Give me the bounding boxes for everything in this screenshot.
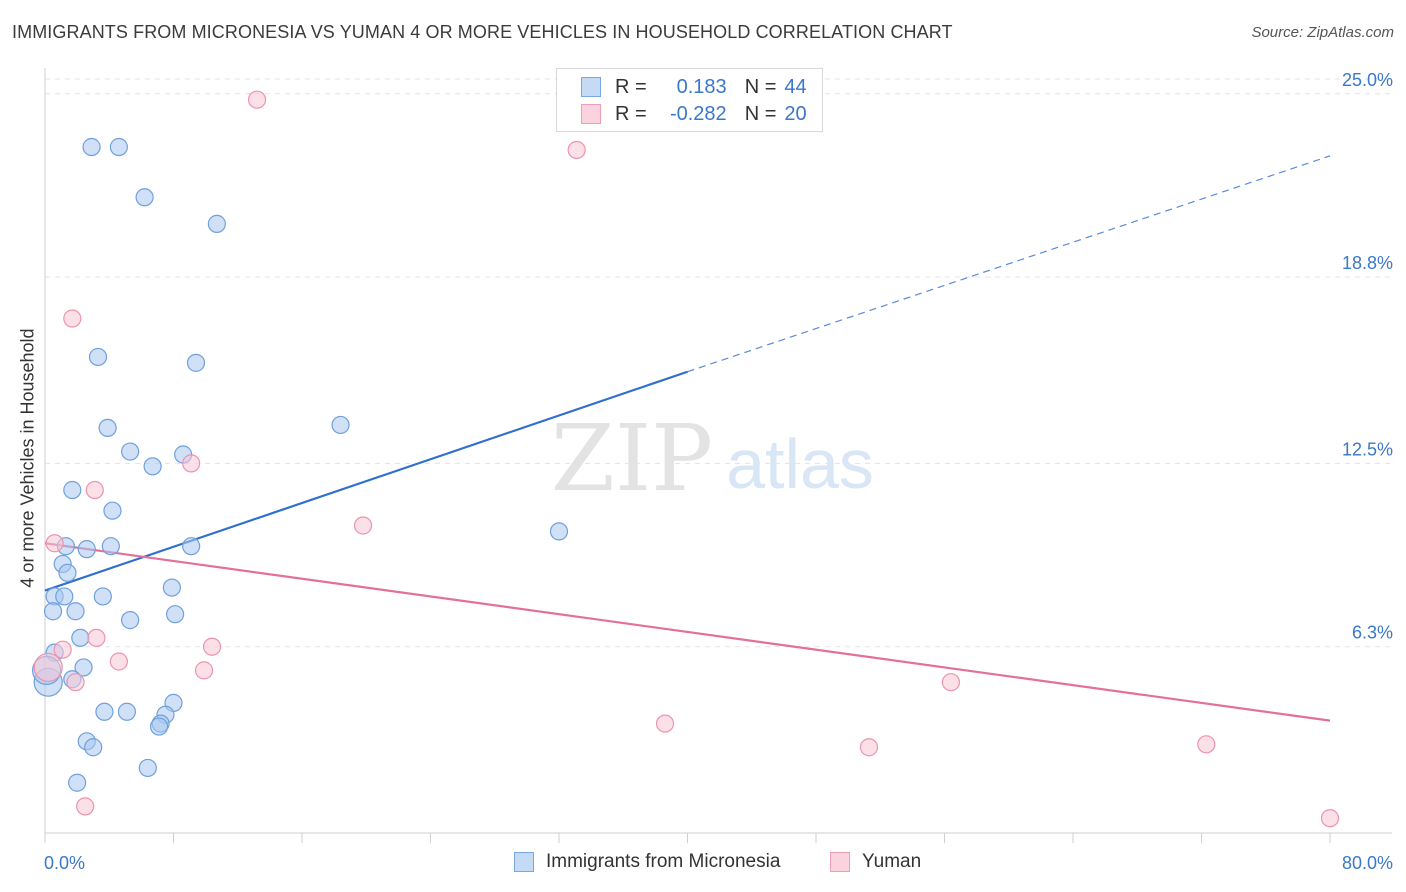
bottom-legend-label-micronesia: Immigrants from Micronesia: [546, 851, 781, 872]
bottom-legend-label-yuman: Yuman: [862, 851, 922, 872]
point-yuman: [85, 480, 104, 500]
bottom-legend-swatch-micronesia: [514, 852, 534, 872]
watermark-zip: ZIP: [551, 405, 713, 512]
legend-r-value: -0.282: [669, 102, 727, 125]
point-immigrants-from-micronesia: [84, 738, 103, 757]
point-immigrants-from-micronesia: [88, 347, 108, 367]
point-yuman: [655, 714, 675, 733]
point-immigrants-from-micronesia: [109, 137, 128, 157]
point-immigrants-from-micronesia: [207, 214, 226, 233]
point-immigrants-from-micronesia: [121, 442, 140, 461]
point-immigrants-from-micronesia: [182, 537, 201, 556]
legend-row-yuman: R = -0.282 N = 20: [581, 101, 807, 127]
point-yuman: [353, 516, 373, 535]
bottom-legend-micronesia: Immigrants from Micronesia: [514, 851, 780, 873]
trendline: [44, 542, 1331, 722]
point-yuman: [941, 673, 961, 692]
legend-n-value: 20: [784, 102, 807, 125]
bottom-legend-yuman: Yuman: [830, 851, 921, 873]
point-yuman: [567, 140, 586, 160]
trendline-extension: [687, 155, 1331, 373]
chart-title: IMMIGRANTS FROM MICRONESIA VS YUMAN 4 OR…: [12, 22, 953, 42]
point-yuman: [63, 309, 82, 328]
trend-layer: [44, 155, 1331, 722]
point-immigrants-from-micronesia: [103, 501, 122, 520]
point-immigrants-from-micronesia: [58, 563, 77, 582]
axis-layer: [44, 68, 1392, 843]
point-immigrants-from-micronesia: [166, 605, 185, 624]
point-immigrants-from-micronesia: [66, 602, 85, 621]
point-immigrants-from-micronesia: [162, 578, 181, 597]
point-yuman: [87, 628, 106, 647]
point-immigrants-from-micronesia: [93, 587, 112, 606]
legend-r-label: R =: [615, 102, 647, 125]
point-yuman: [202, 637, 222, 656]
point-immigrants-from-micronesia: [74, 658, 93, 677]
legend-n-label: N =: [744, 102, 777, 125]
point-immigrants-from-micronesia: [121, 611, 140, 630]
legend-r-value: 0.183: [676, 75, 727, 98]
legend-row-micronesia: R = 0.183 N = 44: [581, 74, 807, 100]
legend-swatch-yuman: [581, 104, 601, 124]
point-immigrants-from-micronesia: [186, 353, 206, 372]
point-yuman: [859, 738, 879, 757]
point-yuman: [247, 90, 267, 109]
watermark-atlas: atlas: [726, 425, 874, 503]
point-immigrants-from-micronesia: [82, 137, 101, 157]
legend-n-label: N =: [744, 75, 777, 98]
point-immigrants-from-micronesia: [43, 602, 63, 621]
tick-label-layer: 6.3% 12.5% 18.8% 25.0% 0.0% 80.0%: [44, 70, 1393, 873]
point-immigrants-from-micronesia: [549, 522, 569, 541]
point-immigrants-from-micronesia: [149, 717, 169, 736]
point-immigrants-from-micronesia: [117, 702, 137, 721]
y-axis-label: 4 or more Vehicles in Household: [17, 328, 38, 588]
point-immigrants-from-micronesia: [68, 773, 87, 792]
point-yuman: [182, 454, 201, 473]
point-immigrants-from-micronesia: [77, 540, 96, 559]
x-tick-label: 80.0%: [1342, 853, 1393, 873]
point-immigrants-from-micronesia: [331, 415, 350, 435]
point-immigrants-from-micronesia: [143, 457, 162, 476]
y-tick-label: 12.5%: [1342, 439, 1393, 459]
point-yuman: [53, 640, 72, 659]
point-yuman: [1197, 735, 1216, 754]
y-tick-label: 18.8%: [1342, 253, 1393, 273]
point-yuman: [1320, 809, 1340, 828]
trendline: [44, 370, 688, 592]
point-yuman: [33, 652, 63, 683]
point-yuman: [66, 673, 85, 692]
point-immigrants-from-micronesia: [55, 587, 74, 606]
source-label: Source: ZipAtlas.com: [1251, 24, 1394, 41]
point-immigrants-from-micronesia: [71, 628, 90, 647]
grid-layer: [45, 78, 1392, 648]
point-immigrants-from-micronesia: [101, 537, 120, 556]
point-immigrants-from-micronesia: [98, 418, 117, 438]
legend-n-value: 44: [784, 75, 807, 98]
watermark: ZIP atlas: [551, 405, 874, 512]
y-tick-label: 6.3%: [1352, 623, 1393, 643]
x-tick-label: 0.0%: [44, 853, 85, 873]
legend-r-label: R =: [615, 75, 647, 98]
point-immigrants-from-micronesia: [135, 188, 154, 207]
point-yuman: [76, 797, 95, 816]
bottom-legend: Immigrants from Micronesia Yuman: [0, 851, 1406, 879]
point-yuman: [109, 652, 128, 671]
point-immigrants-from-micronesia: [63, 480, 82, 500]
bottom-legend-swatch-yuman: [830, 852, 850, 872]
legend-swatch-micronesia: [581, 77, 601, 97]
point-immigrants-from-micronesia: [138, 758, 157, 778]
y-tick-label: 25.0%: [1342, 70, 1393, 90]
points-layer: [32, 90, 1340, 828]
point-immigrants-from-micronesia: [95, 702, 114, 721]
correlation-legend: R = 0.183 N = 44 R = -0.282 N = 20: [556, 68, 823, 132]
point-yuman: [194, 661, 214, 680]
point-yuman: [45, 534, 64, 553]
